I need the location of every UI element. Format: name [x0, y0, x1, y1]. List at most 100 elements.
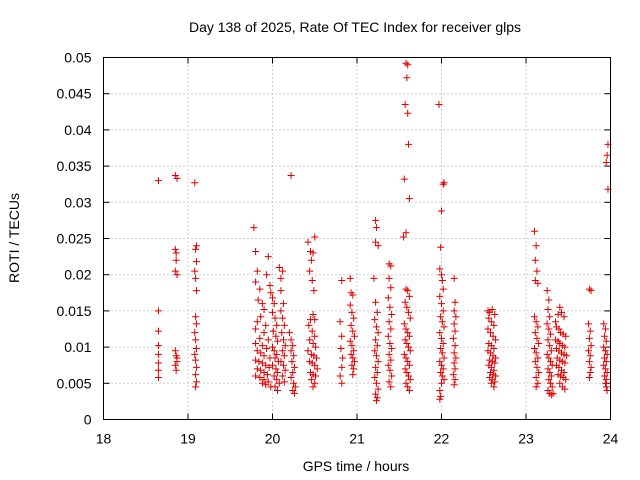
data-point	[173, 174, 181, 182]
data-point	[400, 320, 408, 328]
data-point	[492, 354, 500, 362]
data-point	[437, 368, 445, 376]
data-point	[601, 372, 609, 380]
data-point	[484, 325, 492, 333]
data-point	[387, 356, 395, 364]
data-point	[277, 358, 285, 366]
data-point	[544, 365, 552, 373]
data-point	[402, 354, 410, 362]
data-point	[252, 372, 260, 380]
data-point	[401, 298, 409, 306]
data-point	[309, 311, 317, 319]
y-tick-label: 0.045	[56, 86, 91, 102]
data-point	[484, 307, 492, 315]
data-point	[451, 298, 459, 306]
data-point	[545, 376, 553, 384]
data-point	[491, 378, 499, 386]
data-point	[547, 330, 555, 338]
data-point	[307, 256, 315, 264]
data-point	[388, 345, 396, 353]
y-tick-label: 0.01	[64, 339, 91, 355]
data-point	[404, 383, 412, 391]
data-point	[490, 383, 498, 391]
data-point	[273, 321, 281, 329]
data-point	[603, 368, 611, 376]
data-point	[192, 371, 200, 379]
data-point	[373, 368, 381, 376]
data-point	[487, 329, 495, 337]
data-point	[192, 345, 200, 353]
data-point	[406, 314, 414, 322]
data-point	[372, 224, 380, 232]
data-point	[256, 374, 264, 382]
data-point	[439, 307, 447, 315]
data-point	[350, 347, 358, 355]
data-point	[275, 379, 283, 387]
data-point	[171, 172, 179, 180]
data-point	[191, 350, 199, 358]
data-point	[545, 296, 553, 304]
data-point	[269, 294, 276, 302]
data-point	[269, 308, 276, 316]
data-point	[307, 376, 315, 384]
data-point	[404, 287, 412, 295]
data-point	[387, 325, 395, 333]
data-point	[436, 358, 444, 366]
data-point	[402, 379, 410, 387]
data-point	[257, 313, 265, 321]
x-tick-label: 18	[96, 431, 112, 447]
data-point	[310, 287, 318, 295]
data-point	[438, 300, 445, 308]
data-point	[406, 376, 414, 384]
data-point	[279, 347, 287, 355]
data-point	[387, 262, 395, 270]
data-point	[405, 292, 413, 300]
data-point	[490, 321, 498, 329]
data-point	[336, 318, 344, 326]
data-point	[585, 358, 593, 366]
data-point	[154, 342, 162, 350]
data-point	[372, 298, 380, 306]
data-point	[600, 361, 608, 369]
data-point	[600, 343, 608, 351]
chart-title: Day 138 of 2025, Rate Of TEC Index for r…	[189, 19, 521, 35]
data-point	[191, 179, 199, 187]
data-point	[154, 177, 162, 185]
x-tick-label: 24	[603, 431, 619, 447]
data-point	[371, 347, 379, 355]
data-point	[399, 233, 407, 241]
data-point	[154, 307, 162, 315]
grid-lines	[103, 57, 611, 420]
data-point	[450, 381, 458, 389]
data-point	[289, 387, 297, 395]
data-point	[585, 347, 593, 355]
data-point	[385, 274, 393, 282]
data-point	[449, 334, 457, 342]
data-point	[290, 352, 298, 360]
data-point	[279, 267, 287, 275]
data-point	[373, 394, 381, 402]
data-point	[260, 305, 268, 313]
data-point	[311, 379, 319, 387]
data-point	[547, 358, 555, 366]
data-point	[602, 376, 610, 384]
data-point	[279, 336, 287, 344]
x-tick-label: 23	[518, 431, 534, 447]
data-point	[440, 354, 448, 362]
data-point	[346, 301, 354, 309]
data-point	[173, 354, 181, 362]
data-point	[348, 361, 356, 369]
data-point	[491, 359, 499, 367]
data-point	[436, 395, 444, 403]
data-point	[191, 329, 199, 337]
x-tick-labels: 18 19 20 21 22 23 24	[96, 431, 619, 447]
data-point	[304, 347, 312, 355]
x-tick-label: 20	[265, 431, 281, 447]
plot-frame	[103, 57, 611, 420]
data-point	[154, 366, 162, 374]
data-point	[388, 372, 396, 380]
data-point	[438, 318, 446, 326]
data-point	[587, 342, 595, 350]
data-point	[532, 349, 540, 357]
data-point	[338, 276, 346, 284]
